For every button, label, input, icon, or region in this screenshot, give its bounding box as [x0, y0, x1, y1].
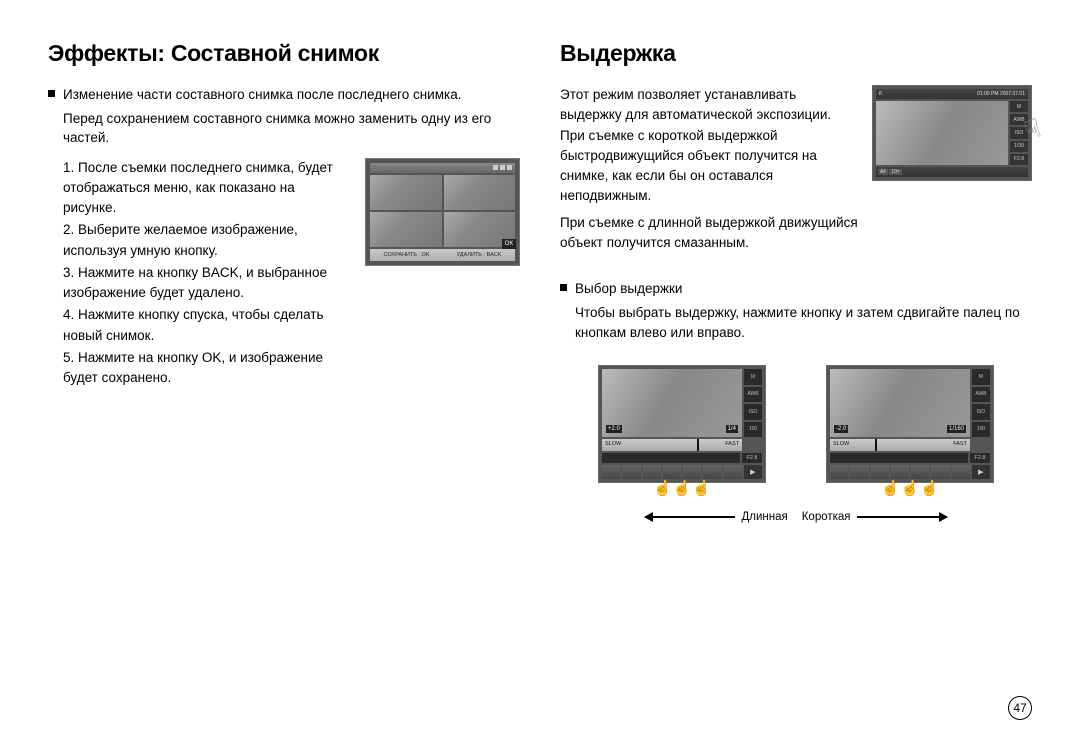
lcd-side-item: M: [972, 369, 990, 385]
ev-badge: +2.0: [606, 425, 622, 433]
shutter-slow-item: +2.0 1/4 M AWB ISO 100 SLOW FAST: [598, 365, 766, 501]
shutter-slider: SLOW FAST: [602, 439, 742, 451]
speed-badge: 1/160: [947, 425, 966, 433]
section-body: Чтобы выбрать выдержку, нажмите кнопку и…: [575, 303, 1032, 344]
fingers-icon: ☝☝☝: [653, 483, 711, 501]
page-number: 47: [1008, 696, 1032, 720]
composite-grid: [370, 175, 515, 247]
lcd-topbar: 8 01:00 PM 2007.07.01: [876, 89, 1028, 99]
play-icon: ▶: [972, 465, 990, 479]
lcd-topbar: [370, 163, 515, 173]
shutter-lcd-fast: -2.0 1/160 M AWB ISO 100 SLOW FAST: [826, 365, 994, 483]
slider-fast-label: FAST: [725, 441, 739, 447]
slider-knob-icon: [697, 439, 699, 451]
step-item: 2. Выберите желаемое изображение, исполь…: [63, 220, 351, 261]
lcd-side-item: ISO: [972, 404, 990, 420]
ok-badge: OK: [502, 239, 516, 249]
slider-slow-label: SLOW: [605, 441, 621, 447]
lcd-spacer: [602, 453, 740, 463]
shutter-slider: SLOW FAST: [830, 439, 970, 451]
shutter-fast-item: -2.0 1/160 M AWB ISO 100 SLOW FAST: [826, 365, 994, 501]
arrow-right-label: Короткая: [802, 511, 851, 523]
intro-paragraph-2: При съемке с длинной выдержкой движущийс…: [560, 213, 858, 254]
left-column: Эффекты: Составной снимок Изменение част…: [48, 40, 520, 716]
composite-cell: [370, 175, 442, 210]
footer-save: СОХРАНИТЬ : OK: [384, 252, 430, 258]
mode-preview-lcd: 8 01:00 PM 2007.07.01 M AWB ISO 1/30 F2.…: [872, 85, 1032, 181]
lcd-side-item: AWB: [744, 387, 762, 403]
lcd-side-item: 100: [744, 422, 762, 438]
lcd-side-item: M: [1010, 101, 1028, 112]
square-bullet-icon: [48, 90, 55, 97]
lcd-side-labels: M AWB ISO 100: [744, 369, 762, 437]
lcd-bot-item: AF: [878, 169, 888, 175]
lcd-side-labels: M AWB ISO 100: [972, 369, 990, 437]
shutter-row: +2.0 1/4 M AWB ISO 100 SLOW FAST: [560, 365, 1032, 501]
step-item: 5. Нажмите на кнопку OK, и изображение б…: [63, 348, 351, 389]
lcd-photo-area: +2.0 1/4: [602, 369, 742, 437]
manual-page: Эффекты: Составной снимок Изменение част…: [0, 0, 1080, 746]
lcd-bottombar: AF 10×: [876, 167, 1028, 177]
speed-badge: 1/4: [726, 425, 738, 433]
play-icon: ▶: [744, 465, 762, 479]
composite-preview-lcd: OK СОХРАНИТЬ : OK УДАЛИТЬ : BACK: [365, 158, 520, 266]
left-lead: Изменение части составного снимка после …: [63, 85, 461, 105]
left-sub: Перед сохранением составного снимка можн…: [63, 109, 520, 148]
lcd-side-item: F2.8: [1010, 154, 1028, 165]
intro-row: Этот режим позволяет устанавливать выдер…: [560, 85, 1032, 253]
right-column: Выдержка Этот режим позволяет устанавлив…: [560, 40, 1032, 716]
arrow-left: Длинная: [645, 511, 787, 523]
lcd-datetime: 01:00 PM 2007.07.01: [977, 91, 1025, 97]
lcd-main: M AWB ISO 1/30 F2.8: [876, 101, 1028, 165]
square-bullet-icon: [560, 284, 567, 291]
footer-delete: УДАЛИТЬ : BACK: [457, 252, 502, 258]
lcd-side-item: ISO: [744, 404, 762, 420]
slider-fast-label: FAST: [953, 441, 967, 447]
section-lead-row: Выбор выдержки: [560, 279, 1032, 299]
lcd-count: 8: [879, 91, 882, 97]
aperture-value: F2.8: [742, 453, 762, 463]
lcd-indicator-icon: [493, 165, 512, 170]
lcd-side-item: M: [744, 369, 762, 385]
lcd-side-item: 100: [972, 422, 990, 438]
left-steps-block: 1. После съемки последнего снимка, будет…: [63, 158, 520, 391]
lcd-photo-area: [876, 101, 1008, 165]
slider-knob-icon: [875, 439, 877, 451]
right-title: Выдержка: [560, 40, 1032, 67]
lcd-bot-item: 10×: [889, 169, 901, 175]
lcd-footer: СОХРАНИТЬ : OK УДАЛИТЬ : BACK: [370, 249, 515, 261]
composite-cell: [444, 175, 516, 210]
ev-badge: -2.0: [834, 425, 848, 433]
step-item: 4. Нажмите кнопку спуска, чтобы сделать …: [63, 305, 351, 346]
section-title: Выбор выдержки: [575, 279, 682, 299]
aperture-value: F2.8: [970, 453, 990, 463]
fingers-icon: ☝☝☝: [881, 483, 939, 501]
lcd-side-item: 1/30: [1010, 141, 1028, 152]
left-title: Эффекты: Составной снимок: [48, 40, 520, 67]
intro-text: Этот режим позволяет устанавливать выдер…: [560, 85, 858, 253]
smart-button-row: ▶: [602, 465, 762, 479]
arrow-left-label: Длинная: [741, 511, 787, 523]
arrow-right: Короткая: [802, 511, 947, 523]
arrow-left-icon: [645, 516, 735, 518]
left-lead-row: Изменение части составного снимка после …: [48, 85, 520, 105]
shutter-lcd-slow: +2.0 1/4 M AWB ISO 100 SLOW FAST: [598, 365, 766, 483]
step-item: 1. После съемки последнего снимка, будет…: [63, 158, 351, 219]
slider-slow-label: SLOW: [833, 441, 849, 447]
intro-paragraph-1: Этот режим позволяет устанавливать выдер…: [560, 85, 858, 207]
lcd-side-item: AWB: [972, 387, 990, 403]
smart-button-row: ▶: [830, 465, 990, 479]
arrow-right-icon: [857, 516, 947, 518]
lcd-spacer: [830, 453, 968, 463]
steps-list: 1. После съемки последнего снимка, будет…: [63, 158, 351, 391]
lcd-photo-area: -2.0 1/160: [830, 369, 970, 437]
step-item: 3. Нажмите на кнопку BACK, и выбранное и…: [63, 263, 351, 304]
arrow-row: Длинная Короткая: [560, 511, 1032, 523]
composite-cell: [370, 212, 442, 247]
